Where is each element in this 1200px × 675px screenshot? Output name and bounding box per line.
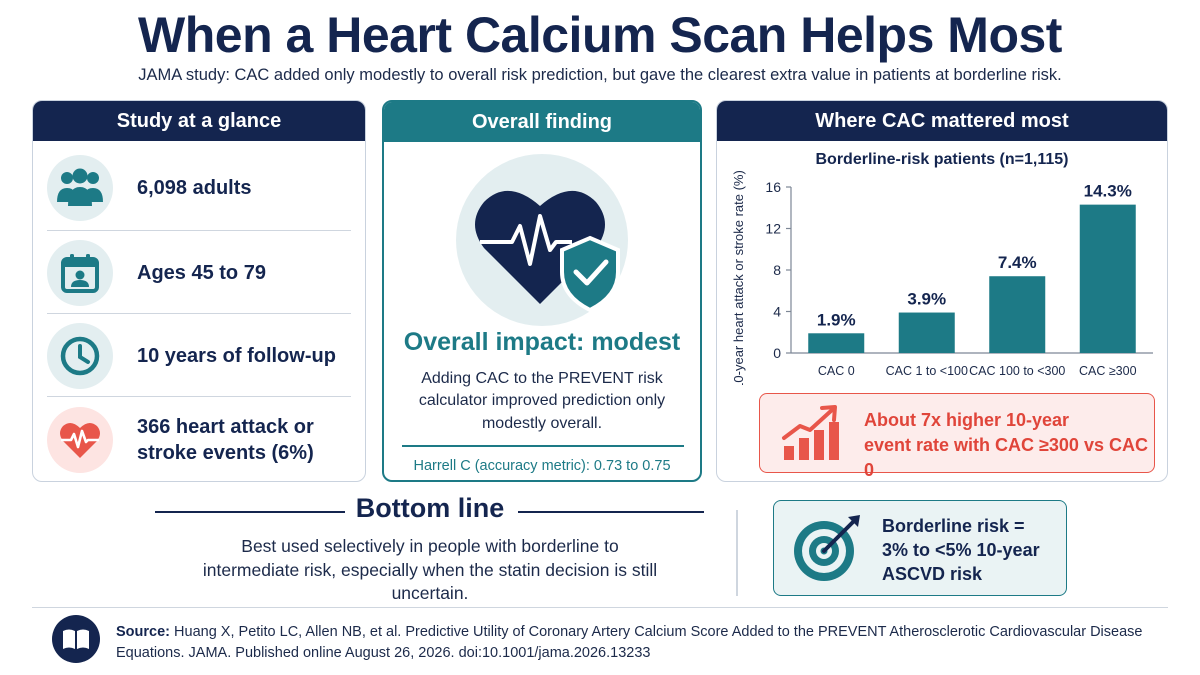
callout-text: event rate with CAC ≥300 vs CAC 0 (864, 435, 1148, 481)
overall-finding-panel: Overall finding Overall impact: modest A… (382, 100, 702, 482)
page-title: When a Heart Calcium Scan Helps Most (138, 7, 1062, 63)
borderline-definition-box: Borderline risk = 3% to <5% 10-year ASCV… (773, 500, 1067, 596)
bar (898, 312, 955, 353)
where-cac-mattered-panel: Where CAC mattered most Borderline-risk … (716, 100, 1168, 482)
source-label: Source: (116, 624, 170, 640)
bar-data-label: 1.9% (817, 310, 856, 329)
y-tick-label: 0 (773, 345, 781, 361)
glance-item-text: 366 heart attack or (137, 416, 314, 438)
x-tick-label: CAC ≥300 (1079, 364, 1137, 378)
glance-item-text: 6,098 adults (137, 177, 252, 199)
bottom-line-heading: Bottom line (355, 493, 505, 523)
overall-impact: Overall impact: modest (403, 328, 681, 356)
chart-title: Borderline-risk patients (n=1,115) (815, 151, 1069, 168)
bar-data-label: 7.4% (998, 253, 1037, 272)
y-tick-label: 4 (773, 304, 781, 320)
bar-data-label: 3.9% (907, 290, 946, 309)
definition-text: ASCVD risk (882, 563, 983, 584)
x-tick-label: CAC 0 (818, 364, 855, 378)
panel-heading: Study at a glance (33, 101, 365, 141)
x-tick-label: CAC 100 to <300 (969, 364, 1065, 378)
book-icon (52, 615, 100, 663)
panel-heading: Where CAC mattered most (717, 101, 1167, 141)
bar-data-label: 14.3% (1084, 182, 1132, 201)
callout-text: About 7x higher 10-year (864, 410, 1070, 430)
clock-icon (47, 323, 113, 389)
calendar-person-icon (47, 240, 113, 306)
bar (1079, 204, 1136, 353)
people-icon (47, 155, 113, 221)
page-subtitle: JAMA study: CAC added only modestly to o… (138, 66, 1062, 84)
definition-text: Borderline risk = (882, 516, 1025, 536)
overall-description: Adding CAC to the PREVENT risk calculato… (418, 370, 666, 432)
rising-bars-icon (782, 405, 839, 460)
y-axis-label: 10-year heart attack or stroke rate (%) (731, 171, 746, 385)
x-tick-label: CAC 1 to <100 (886, 364, 968, 378)
callout-box: About 7x higher 10-year event rate with … (759, 393, 1155, 480)
y-tick-label: 8 (773, 262, 781, 278)
panel-heading: Overall finding (384, 102, 700, 142)
bar-chart: 10-year heart attack or stroke rate (%) 0… (731, 171, 1153, 385)
harrell-metric: Harrell C (accuracy metric): 0.73 to 0.7… (413, 458, 671, 474)
study-at-a-glance-panel: Study at a glance 6,098 adults (32, 100, 366, 482)
source-citation: Source: Huang X, Petito LC, Allen NB, et… (116, 622, 1156, 663)
glance-item-followup: 10 years of follow-up (47, 315, 351, 397)
bar (989, 276, 1046, 353)
y-tick-label: 16 (765, 179, 781, 195)
bottom-line-text: Best used selectively in people with bor… (202, 536, 658, 604)
y-tick-label: 12 (765, 221, 781, 237)
glance-item-events: 366 heart attack or stroke events (6%) (47, 399, 351, 481)
glance-item-ages: Ages 45 to 79 (47, 232, 351, 314)
glance-item-text: Ages 45 to 79 (137, 262, 266, 284)
glance-item-adults: 6,098 adults (47, 147, 351, 229)
bar (808, 333, 865, 353)
definition-text: 3% to <5% 10-year (882, 539, 1040, 560)
target-icon (794, 515, 860, 581)
heart-pulse-icon (47, 407, 113, 473)
glance-item-text: stroke events (6%) (137, 442, 314, 464)
heart-shield-icon (475, 190, 620, 313)
glance-item-text: 10 years of follow-up (137, 345, 336, 367)
source-text: Huang X, Petito LC, Allen NB, et al. Pre… (116, 624, 1143, 661)
